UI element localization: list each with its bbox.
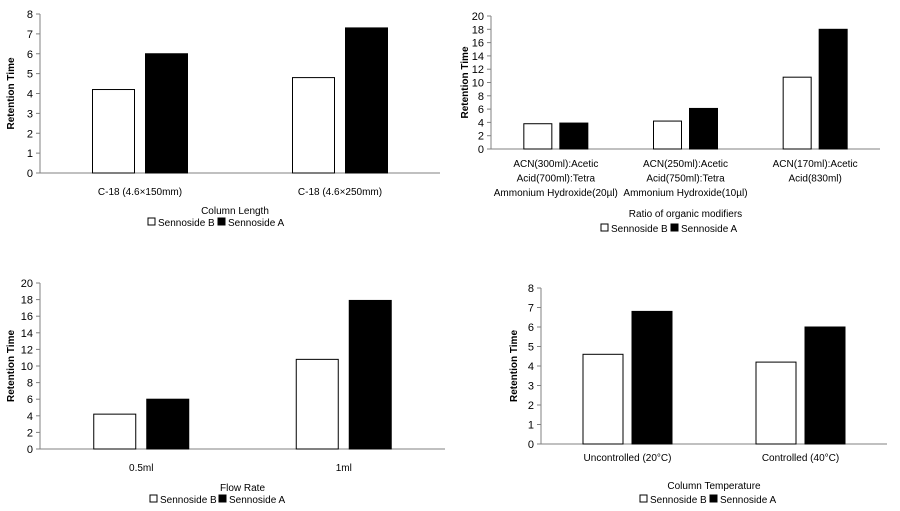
y-tick-label: 0 xyxy=(27,168,33,180)
y-tick-label: 3 xyxy=(528,381,534,393)
y-tick-label: 0 xyxy=(528,439,534,451)
y-tick-label: 6 xyxy=(27,49,33,61)
y-tick-label: 4 xyxy=(27,89,33,101)
legend-label-sennoside-b: Sennoside B xyxy=(160,495,217,506)
y-tick-label: 3 xyxy=(27,108,33,120)
bar-sennoside-a xyxy=(146,398,190,450)
y-tick-label: 12 xyxy=(21,344,33,356)
legend-label-sennoside-a: Sennoside A xyxy=(681,224,737,235)
bar-sennoside-a xyxy=(559,122,589,150)
y-tick-label: 2 xyxy=(27,427,33,439)
x-category-label: ACN(170ml):Acetic Acid(830ml) xyxy=(773,159,858,185)
bar-sennoside-a xyxy=(348,299,392,450)
y-tick-label: 6 xyxy=(27,394,33,406)
legend-swatch-sennoside-a xyxy=(709,494,718,503)
chart-column-temperature: 0 1 2 3 4 5 6 7 8 Uncontrolled (20°C) Controlled (… xyxy=(509,283,887,506)
chart-column-length: 0 1 2 3 4 5 6 7 8 C-18 (4.6×150mm) C-18 (4.6×250mm… xyxy=(6,9,440,229)
legend-label-sennoside-b: Sennoside B xyxy=(650,495,707,506)
y-tick-label: 12 xyxy=(472,64,484,76)
legend-label-sennoside-a: Sennoside A xyxy=(720,495,776,506)
legend-swatch-sennoside-b xyxy=(149,494,158,503)
y-tick-label: 6 xyxy=(478,104,484,116)
bar-sennoside-a xyxy=(818,28,848,150)
legend-swatch-sennoside-b xyxy=(639,494,648,503)
legend-swatch-sennoside-a xyxy=(670,223,679,232)
x-category-label: C-18 (4.6×150mm) xyxy=(98,187,182,198)
y-tick-label: 4 xyxy=(528,361,534,373)
legend-label-sennoside-b: Sennoside B xyxy=(158,218,215,229)
bar-sennoside-a xyxy=(689,107,718,150)
legend-swatch-sennoside-b xyxy=(147,217,156,226)
bar-sennoside-b xyxy=(292,77,335,174)
y-tick-label: 16 xyxy=(21,311,33,323)
bar-sennoside-a xyxy=(145,53,188,174)
y-tick-label: 8 xyxy=(528,283,534,295)
x-category-label: C-18 (4.6×250mm) xyxy=(298,187,382,198)
y-tick-label: 5 xyxy=(27,69,33,81)
bar-sennoside-b xyxy=(92,89,135,174)
y-tick-label: 5 xyxy=(528,342,534,354)
y-tick-label: 4 xyxy=(27,411,33,423)
y-tick-label: 10 xyxy=(472,78,484,90)
y-tick-label: 2 xyxy=(528,400,534,412)
bar-sennoside-a xyxy=(345,27,388,174)
legend-label-sennoside-b: Sennoside B xyxy=(611,224,668,235)
bar-sennoside-b xyxy=(93,413,137,450)
chart-flow-rate: 0 2 4 6 8 10 12 14 16 18 20 0.5ml 1ml Flow Rate Retent… xyxy=(6,278,445,506)
legend-label-sennoside-a: Sennoside A xyxy=(228,218,284,229)
x-axis-title: Ratio of organic modifiers xyxy=(629,209,742,220)
y-tick-label: 16 xyxy=(472,38,484,50)
x-axis-title: Flow Rate xyxy=(220,483,265,494)
y-tick-label: 2 xyxy=(478,131,484,143)
y-tick-label: 14 xyxy=(472,51,484,63)
y-tick-label: 8 xyxy=(27,9,33,21)
y-tick-label: 0 xyxy=(27,444,33,456)
y-axis-title: Retention Time xyxy=(6,330,17,402)
bar-sennoside-a xyxy=(631,310,673,445)
legend-label-sennoside-a: Sennoside A xyxy=(229,495,285,506)
legend-swatch-sennoside-b xyxy=(600,223,609,232)
y-axis-title: Retention Time xyxy=(460,46,471,118)
bar-sennoside-b xyxy=(523,123,553,150)
bar-sennoside-a xyxy=(804,326,846,445)
legend-swatch-sennoside-a xyxy=(218,494,227,503)
x-axis-title: Column Temperature xyxy=(667,481,761,492)
x-category-label: Uncontrolled (20°C) xyxy=(584,453,672,464)
x-category-label: ACN(300ml):Acetic Acid(700ml):Tetra Ammoni… xyxy=(494,159,618,199)
x-axis-title: Column Length xyxy=(201,206,269,217)
y-tick-label: 8 xyxy=(478,91,484,103)
y-tick-label: 8 xyxy=(27,378,33,390)
bar-sennoside-b xyxy=(782,76,812,150)
y-tick-label: 7 xyxy=(27,29,33,41)
y-axis-title: Retention Time xyxy=(6,57,17,129)
bar-sennoside-b xyxy=(755,361,797,445)
y-tick-label: 0 xyxy=(478,144,484,156)
y-tick-label: 1 xyxy=(27,148,33,160)
legend-swatch-sennoside-a xyxy=(217,217,226,226)
y-tick-label: 14 xyxy=(21,328,33,340)
y-tick-label: 6 xyxy=(528,322,534,334)
x-category-label: 0.5ml xyxy=(129,463,153,474)
bar-sennoside-b xyxy=(653,120,682,150)
y-tick-label: 4 xyxy=(478,117,484,129)
y-tick-label: 18 xyxy=(472,24,484,36)
y-axis-title: Retention Time xyxy=(509,330,520,402)
x-category-label: Controlled (40°C) xyxy=(762,453,839,464)
bar-sennoside-b xyxy=(582,353,624,445)
x-category-label: ACN(250ml):Acetic Acid(750ml):Tetra Ammoni… xyxy=(623,159,747,199)
bar-sennoside-b xyxy=(295,358,339,450)
y-tick-label: 7 xyxy=(528,303,534,315)
y-tick-label: 2 xyxy=(27,128,33,140)
y-tick-label: 20 xyxy=(472,11,484,23)
y-tick-label: 1 xyxy=(528,420,534,432)
x-category-label: 1ml xyxy=(336,463,352,474)
y-tick-label: 18 xyxy=(21,295,33,307)
y-tick-label: 20 xyxy=(21,278,33,290)
y-tick-label: 10 xyxy=(21,361,33,373)
